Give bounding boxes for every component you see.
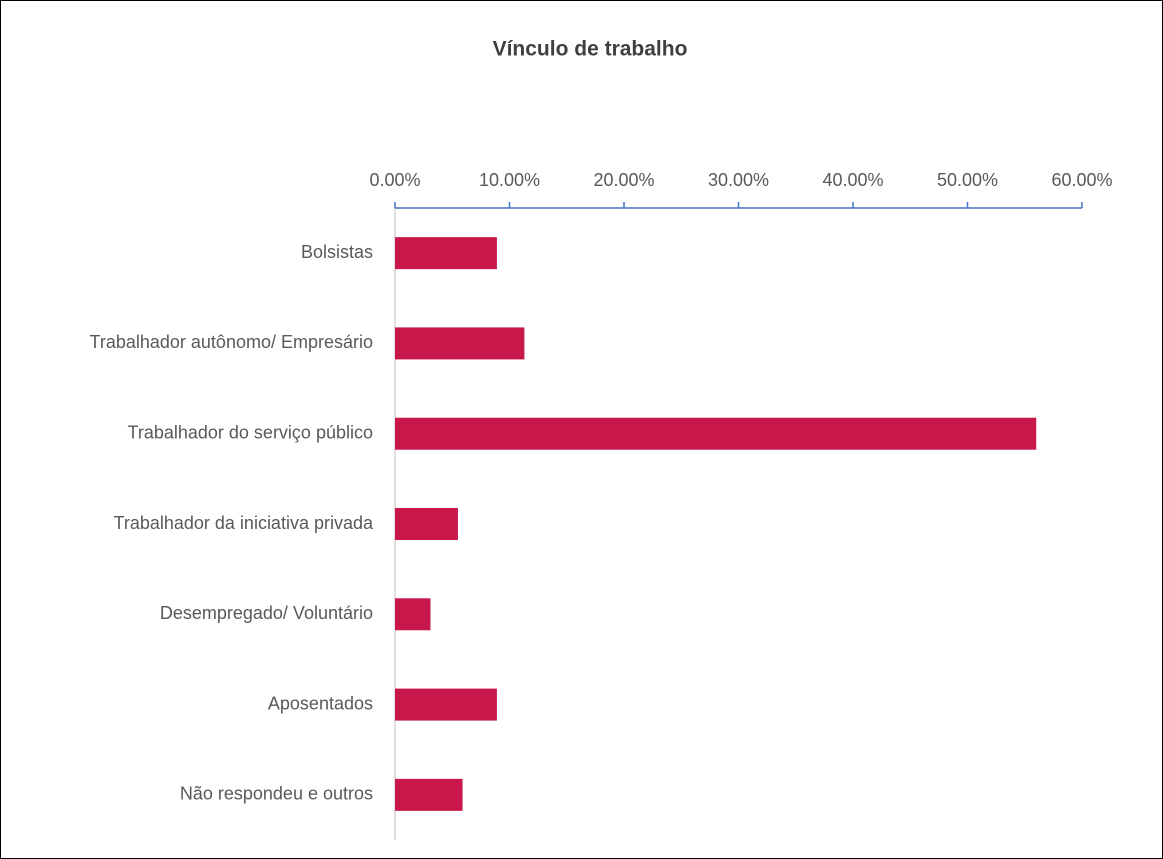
y-tick-label: Aposentados — [268, 693, 373, 713]
bar — [395, 417, 1037, 450]
x-tick-label: 10.00% — [479, 170, 540, 190]
x-tick-label: 50.00% — [937, 170, 998, 190]
x-tick-label: 0.00% — [369, 170, 420, 190]
bar — [395, 237, 497, 270]
y-tick-label: Trabalhador do serviço público — [128, 422, 373, 442]
y-tick-label: Não respondeu e outros — [180, 784, 373, 804]
x-tick-label: 60.00% — [1051, 170, 1112, 190]
bar — [395, 327, 525, 360]
x-tick-label: 30.00% — [708, 170, 769, 190]
y-tick-label: Desempregado/ Voluntário — [160, 603, 373, 623]
x-tick-label: 40.00% — [822, 170, 883, 190]
chart-title: Vínculo de trabalho — [493, 38, 688, 61]
y-tick-label: Bolsistas — [301, 242, 373, 262]
x-tick-label: 20.00% — [593, 170, 654, 190]
bar — [395, 598, 431, 631]
bar — [395, 688, 497, 721]
bar — [395, 778, 463, 811]
y-tick-label: Trabalhador da iniciativa privada — [114, 513, 374, 533]
bar — [395, 508, 458, 540]
y-tick-label: Trabalhador autônomo/ Empresário — [90, 332, 373, 352]
